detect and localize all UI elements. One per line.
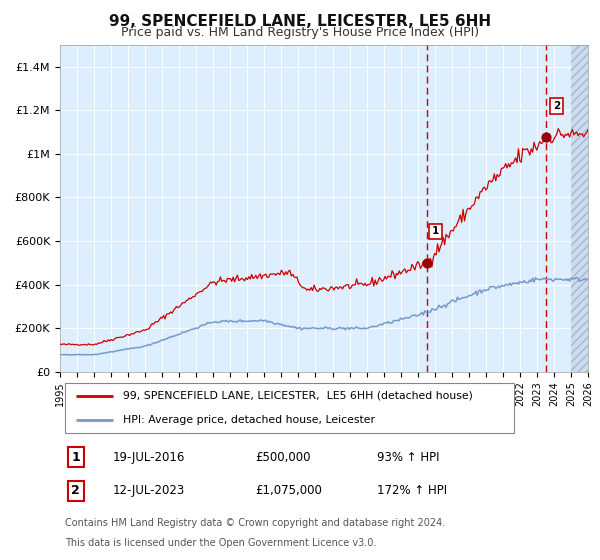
Text: Contains HM Land Registry data © Crown copyright and database right 2024.: Contains HM Land Registry data © Crown c… (65, 519, 446, 529)
Text: 19-JUL-2016: 19-JUL-2016 (113, 451, 185, 464)
Point (422, 258, 431, 267)
Text: 1: 1 (71, 451, 80, 464)
Text: 99, SPENCEFIELD LANE, LEICESTER,  LE5 6HH (detached house): 99, SPENCEFIELD LANE, LEICESTER, LE5 6HH… (124, 391, 473, 400)
Text: 99, SPENCEFIELD LANE, LEICESTER, LE5 6HH: 99, SPENCEFIELD LANE, LEICESTER, LE5 6HH (109, 14, 491, 29)
Text: 2: 2 (553, 101, 560, 111)
Text: 172% ↑ HPI: 172% ↑ HPI (377, 484, 447, 497)
Text: 12-JUL-2023: 12-JUL-2023 (113, 484, 185, 497)
Text: 93% ↑ HPI: 93% ↑ HPI (377, 451, 439, 464)
Text: £500,000: £500,000 (256, 451, 311, 464)
Text: 1: 1 (432, 226, 439, 236)
Bar (571, 45, 588, 372)
Text: £1,075,000: £1,075,000 (256, 484, 322, 497)
Point (541, 133, 551, 142)
Text: 2: 2 (71, 484, 80, 497)
Text: HPI: Average price, detached house, Leicester: HPI: Average price, detached house, Leic… (124, 416, 376, 425)
Text: Price paid vs. HM Land Registry's House Price Index (HPI): Price paid vs. HM Land Registry's House … (121, 26, 479, 39)
FancyBboxPatch shape (65, 384, 514, 432)
Text: This data is licensed under the Open Government Licence v3.0.: This data is licensed under the Open Gov… (65, 538, 377, 548)
